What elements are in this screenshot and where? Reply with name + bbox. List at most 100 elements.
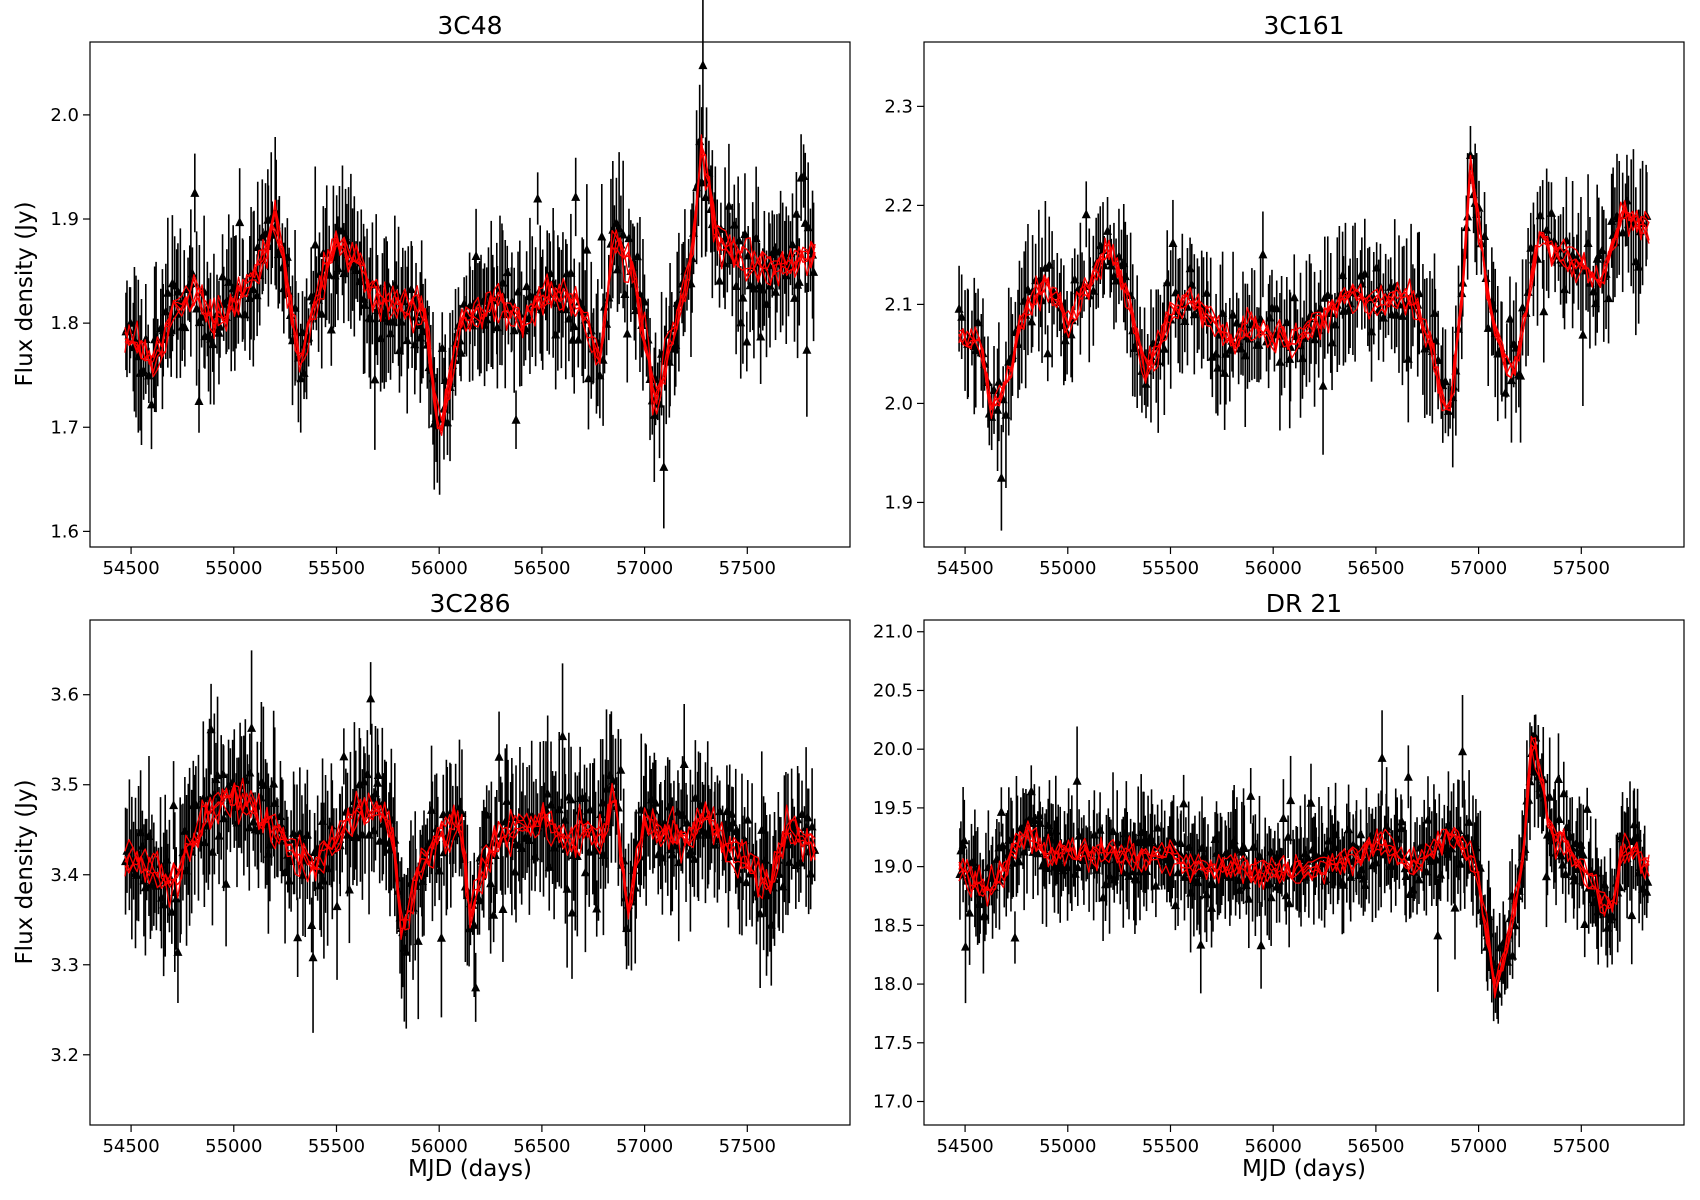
data-point <box>1316 303 1326 313</box>
panel-title: 3C161 <box>1263 11 1344 40</box>
data-point <box>1286 795 1296 805</box>
data-point <box>1189 309 1199 319</box>
x-axis: 54500 55000 55500 56000 56500 57000 57500 <box>102 547 776 579</box>
y-tick-label: 18.0 <box>873 974 913 995</box>
data-point <box>1397 816 1407 826</box>
y-axis: 3.2 3.3 3.4 3.5 3.6 <box>50 685 90 1066</box>
data-point <box>502 795 512 805</box>
y-tick-label: 3.6 <box>50 685 79 706</box>
data-point <box>1414 288 1424 298</box>
x-tick-label: 57500 <box>719 558 776 579</box>
x-tick-label: 57500 <box>1553 1136 1610 1157</box>
data-point <box>332 901 342 911</box>
data-point <box>1588 887 1598 897</box>
data-point <box>659 461 669 471</box>
data-point <box>469 919 479 929</box>
x-tick-label: 55500 <box>308 558 365 579</box>
data-point <box>755 908 765 918</box>
data-point <box>509 325 519 335</box>
data-point <box>1436 869 1446 879</box>
data-point <box>173 946 183 956</box>
panel-3c286: 3C286 54500 55000 55500 56000 56500 57000 5750… <box>12 589 851 1182</box>
x-axis-label: MJD (days) <box>1242 1156 1366 1182</box>
data-point <box>649 409 659 419</box>
data-point <box>1272 303 1282 313</box>
data-point <box>1539 306 1549 316</box>
model-series <box>124 777 816 941</box>
data-point <box>558 731 568 741</box>
data-point <box>344 884 354 894</box>
data-point <box>269 778 279 788</box>
data-point <box>1073 862 1083 872</box>
data-point <box>245 292 255 302</box>
data-point <box>1105 870 1115 880</box>
model-line <box>124 783 816 934</box>
y-axis: 1.6 1.7 1.8 1.9 2.0 <box>50 105 90 542</box>
axes-frame <box>923 41 1685 548</box>
x-tick-label: 57000 <box>616 558 673 579</box>
y-tick-label: 2.1 <box>884 294 913 315</box>
data-point <box>293 932 303 942</box>
data-point <box>569 321 579 331</box>
data-point <box>756 331 766 341</box>
axes-frame <box>89 41 851 548</box>
data-point <box>733 863 743 873</box>
x-tick-label: 55000 <box>1039 558 1096 579</box>
data-point <box>1475 862 1485 872</box>
data-point <box>402 335 412 345</box>
data-point <box>337 225 347 235</box>
data-point <box>806 868 816 878</box>
data-point <box>1578 329 1588 339</box>
x-tick-label: 55000 <box>205 558 262 579</box>
data-point <box>180 322 190 332</box>
model-line <box>124 784 816 931</box>
x-tick-label: 54500 <box>102 1136 159 1157</box>
data-point <box>1600 879 1610 889</box>
data-point <box>436 932 446 942</box>
data-point <box>1561 869 1571 879</box>
data-point <box>1518 302 1528 312</box>
y-tick-label: 17.5 <box>873 1033 913 1054</box>
data-point <box>457 807 467 817</box>
data-point <box>1429 307 1439 317</box>
data-point <box>438 809 448 819</box>
data-point <box>1516 370 1526 380</box>
x-tick-label: 55500 <box>308 1136 365 1157</box>
data-point <box>1179 798 1189 808</box>
data-point <box>783 839 793 849</box>
data-point <box>567 907 577 917</box>
data-point <box>172 308 182 318</box>
x-tick-label: 56000 <box>411 558 468 579</box>
data-point <box>1029 815 1039 825</box>
data-point <box>359 293 369 303</box>
data-point <box>317 308 327 318</box>
model-line <box>958 155 1650 420</box>
y-tick-label: 18.5 <box>873 915 913 936</box>
data-point <box>1256 940 1266 950</box>
data-point <box>1629 819 1639 829</box>
data-point <box>802 344 812 354</box>
data-point <box>1258 249 1268 259</box>
data-point <box>701 191 711 201</box>
data-point <box>163 287 173 297</box>
x-tick-label: 55500 <box>1142 558 1199 579</box>
data-point <box>589 826 599 836</box>
data-point <box>1010 932 1020 942</box>
y-tick-label: 3.5 <box>50 775 79 796</box>
data-point <box>965 907 975 917</box>
plot-area <box>121 650 820 1033</box>
data-point <box>743 814 753 824</box>
data-point <box>1159 343 1169 353</box>
data-point <box>582 244 592 254</box>
data-point <box>511 414 521 424</box>
y-tick-label: 19.0 <box>873 857 913 878</box>
data-point <box>1604 293 1614 303</box>
data-point <box>1440 376 1450 386</box>
data-point <box>1554 814 1564 824</box>
data-point <box>1220 367 1230 377</box>
data-point <box>1541 871 1551 881</box>
data-point <box>359 776 369 786</box>
x-tick-label: 55000 <box>1039 1136 1096 1157</box>
x-tick-label: 54500 <box>936 1136 993 1157</box>
